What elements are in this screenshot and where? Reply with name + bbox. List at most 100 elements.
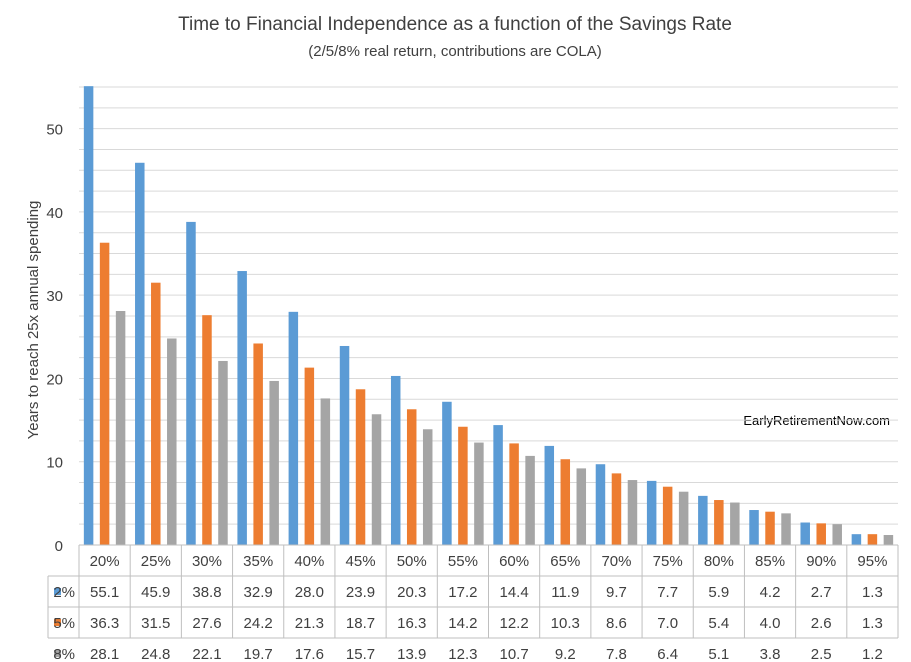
series-label: 8% xyxy=(53,646,75,662)
bar xyxy=(765,511,775,545)
data-label: 5.4 xyxy=(708,615,729,632)
data-label: 28.0 xyxy=(295,584,324,601)
bar xyxy=(406,409,417,545)
data-table: 20% 25% 30% 35% 40% 45% 50% 55% 60% 65% 70% 75% 80% 8… xyxy=(47,544,899,662)
bar xyxy=(269,380,279,545)
chart-subtitle: (2/5/8% real return, contributions are C… xyxy=(308,43,601,60)
data-label: 10.7 xyxy=(499,646,528,662)
data-label: 27.6 xyxy=(192,615,221,632)
bar xyxy=(442,401,452,545)
bar xyxy=(678,491,689,545)
bar xyxy=(867,534,878,545)
bar xyxy=(509,443,519,545)
data-label: 8.6 xyxy=(606,615,627,632)
bar xyxy=(253,343,263,545)
bar xyxy=(544,445,555,545)
data-label: 6.4 xyxy=(657,646,678,662)
bar xyxy=(781,513,791,545)
data-label: 4.2 xyxy=(760,584,781,601)
bar xyxy=(339,345,350,545)
y-tick-labels: 0 10 20 30 40 50 xyxy=(46,122,63,555)
data-label: 4.0 xyxy=(760,615,781,632)
category-label: 85% xyxy=(755,553,785,570)
bar xyxy=(627,480,638,545)
category-label: 80% xyxy=(704,553,734,570)
data-label: 21.3 xyxy=(295,615,324,632)
data-label: 20.3 xyxy=(397,584,426,601)
bar xyxy=(135,162,145,545)
data-label: 17.2 xyxy=(448,584,477,601)
bar xyxy=(749,510,759,545)
category-label: 20% xyxy=(90,553,120,570)
data-label: 15.7 xyxy=(346,646,375,662)
data-label: 24.2 xyxy=(244,615,273,632)
data-label: 5.1 xyxy=(708,646,729,662)
y-axis-label: Years to reach 25x annual spending xyxy=(25,201,42,440)
data-label: 28.1 xyxy=(90,646,119,662)
data-label: 2.7 xyxy=(811,584,832,601)
category-label: 65% xyxy=(550,553,580,570)
bar xyxy=(390,375,401,545)
data-label: 1.2 xyxy=(862,646,883,662)
bar xyxy=(832,524,842,545)
bar xyxy=(730,502,740,545)
data-label: 12.2 xyxy=(499,615,528,632)
bar xyxy=(115,311,126,545)
bar xyxy=(525,455,535,545)
data-label: 16.3 xyxy=(397,615,426,632)
data-label: 5.9 xyxy=(708,584,729,601)
bar xyxy=(595,464,606,545)
data-label: 2.6 xyxy=(811,615,832,632)
bar xyxy=(288,311,299,545)
gridlines xyxy=(79,86,898,525)
legend-key xyxy=(54,588,61,595)
bar xyxy=(851,534,862,545)
data-label: 55.1 xyxy=(90,584,119,601)
y-tick-label: 40 xyxy=(46,205,63,222)
data-label: 7.8 xyxy=(606,646,627,662)
category-label: 30% xyxy=(192,553,222,570)
bar xyxy=(355,389,366,545)
bar xyxy=(611,473,622,545)
y-tick-label: 10 xyxy=(46,455,63,472)
data-label: 12.3 xyxy=(448,646,477,662)
y-tick-label: 0 xyxy=(55,538,63,555)
bar xyxy=(493,425,503,545)
category-label: 50% xyxy=(397,553,427,570)
bar xyxy=(167,338,177,545)
data-label: 23.9 xyxy=(346,584,375,601)
data-label: 2.5 xyxy=(811,646,832,662)
series-label: 2% xyxy=(53,584,75,601)
data-label: 14.2 xyxy=(448,615,477,632)
bar xyxy=(883,535,894,545)
data-label: 9.2 xyxy=(555,646,576,662)
data-label: 10.3 xyxy=(551,615,580,632)
category-label: 90% xyxy=(806,553,836,570)
legend-key xyxy=(54,650,61,657)
category-label: 25% xyxy=(141,553,171,570)
data-label: 19.7 xyxy=(244,646,273,662)
data-label: 31.5 xyxy=(141,615,170,632)
bar xyxy=(816,523,826,545)
category-label: 70% xyxy=(601,553,631,570)
data-label: 38.8 xyxy=(192,584,221,601)
bar xyxy=(662,486,673,545)
bar xyxy=(371,414,382,545)
bar xyxy=(422,429,433,545)
data-label: 1.3 xyxy=(862,584,883,601)
data-label: 13.9 xyxy=(397,646,426,662)
category-label: 40% xyxy=(294,553,324,570)
data-label: 9.7 xyxy=(606,584,627,601)
category-label: 95% xyxy=(857,553,887,570)
data-label: 36.3 xyxy=(90,615,119,632)
data-label: 14.4 xyxy=(499,584,528,601)
series-label: 5% xyxy=(53,615,75,632)
bar xyxy=(560,459,571,545)
bar xyxy=(186,221,196,545)
bar xyxy=(474,442,484,545)
data-label: 18.7 xyxy=(346,615,375,632)
data-label: 3.8 xyxy=(760,646,781,662)
bar xyxy=(458,426,468,545)
category-label: 45% xyxy=(346,553,376,570)
